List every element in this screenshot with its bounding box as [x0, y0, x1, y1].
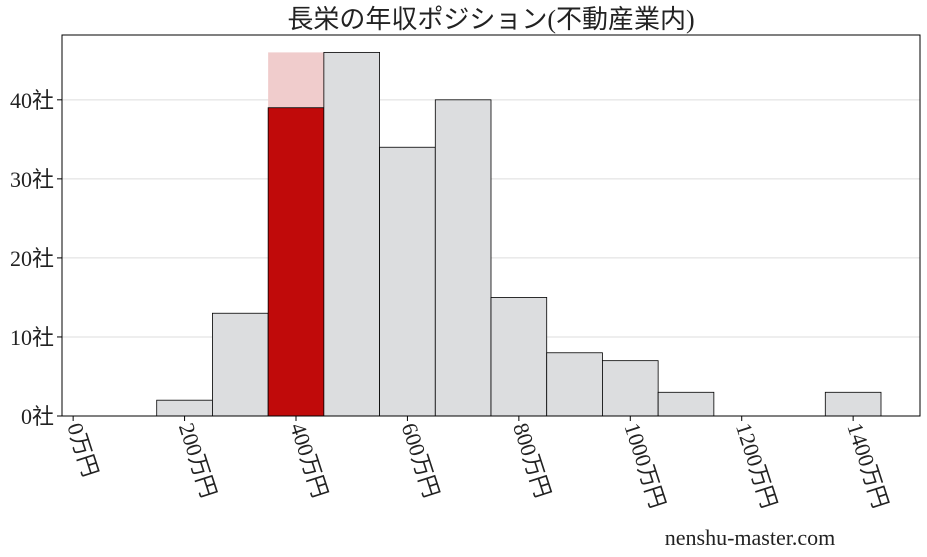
bar — [824, 391, 882, 417]
bar — [434, 99, 492, 417]
bar — [602, 360, 659, 417]
y-tick-label: 40社 — [10, 88, 54, 113]
plot-frame — [61, 34, 921, 417]
x-tick-label: 600万円 — [397, 420, 445, 501]
x-tick-label: 800万円 — [508, 420, 556, 501]
x-tick-label: 1200万円 — [731, 420, 782, 511]
bar — [490, 297, 548, 417]
x-tick-label: 200万円 — [174, 420, 222, 501]
x-tick-label: 400万円 — [285, 420, 333, 501]
bar — [212, 312, 269, 417]
bar — [379, 146, 436, 417]
y-tick-label: 10社 — [10, 325, 54, 350]
x-tick-label: 1000万円 — [620, 420, 671, 511]
bar — [156, 399, 213, 417]
bar — [323, 51, 380, 417]
y-tick-label: 0社 — [21, 404, 54, 429]
watermark: nenshu-master.com — [665, 525, 835, 550]
x-tick-label: 0万円 — [62, 420, 103, 480]
y-tick-label: 20社 — [10, 246, 54, 271]
bar — [657, 391, 715, 417]
chart-title: 長栄の年収ポジション(不動産業内) — [287, 5, 694, 34]
bar — [546, 352, 603, 417]
y-tick-label: 30社 — [10, 167, 54, 192]
bar — [267, 107, 325, 417]
x-tick-label: 1400万円 — [842, 420, 893, 511]
